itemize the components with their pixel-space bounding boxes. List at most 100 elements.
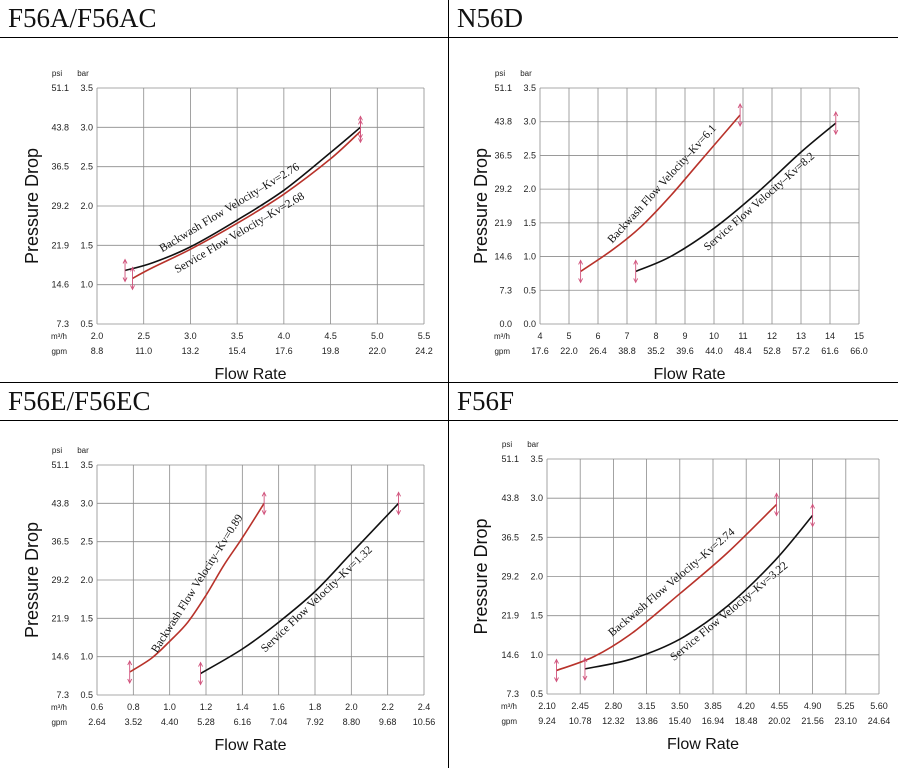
x-tick-label-gpm: 19.8 <box>322 346 340 356</box>
y-tick-label-bar: 0.5 <box>80 319 93 329</box>
x-tick-label-gpm: 8.80 <box>343 717 361 727</box>
endpoint-marker-arrow <box>737 102 743 109</box>
panel-title-bar: F56A/F56AC <box>0 0 448 38</box>
y-tick-label-psi: 7.3 <box>506 689 519 699</box>
endpoint-marker-arrow <box>810 522 816 528</box>
series-line <box>124 126 362 272</box>
x-unit-m3h: m³/h <box>51 332 67 341</box>
series-label: Backwash Flow Velocity–Kv=6.1 <box>606 122 719 245</box>
x-tick-label-gpm: 5.28 <box>197 717 215 727</box>
y-axis-title: Pressure Drop <box>471 148 491 264</box>
panel-title-bar: F56F <box>449 383 898 421</box>
x-tick-label-m3h: 6 <box>595 331 600 341</box>
y-tick-label-psi: 29.2 <box>51 575 69 585</box>
y-tick-label-psi: 43.8 <box>51 498 69 508</box>
y-tick-label-psi: 21.9 <box>494 218 512 228</box>
x-tick-label-m3h: 2.5 <box>137 331 150 341</box>
y-unit-psi: psi <box>502 440 512 449</box>
chart-f56f: 0.5 1.0 1.5 2.0 2.5 3.0 3.5 7.3 14.6 21.9 29.2 36.5… <box>471 440 891 753</box>
x-axis-title: Flow Rate <box>653 366 725 383</box>
x-tick-label-gpm: 26.4 <box>589 346 607 356</box>
x-tick-label-gpm: 24.64 <box>868 716 891 726</box>
y-unit-bar: bar <box>77 446 89 455</box>
x-tick-label-gpm: 24.2 <box>415 346 433 356</box>
x-tick-label-gpm: 21.56 <box>801 716 824 726</box>
x-tick-label-gpm: 23.10 <box>835 716 858 726</box>
series-label: Backwash Flow Velocity–Kv=0.89 <box>149 512 245 655</box>
y-tick-label-psi: 14.6 <box>51 280 69 290</box>
x-tick-label-m3h: 5.60 <box>870 701 888 711</box>
y-tick-label-bar: 1.0 <box>523 252 536 262</box>
series-label: Service Flow Velocity–Kv=1.32 <box>259 544 375 655</box>
endpoint-marker-arrow <box>358 119 363 125</box>
chart-panel-f56e: F56E/F56EC 0.5 1.0 1.5 2.0 2.5 3.0 3.5 7.3 14.6 2… <box>0 383 449 768</box>
chart-panel-f56f: F56F 0.5 1.0 1.5 2.0 2.5 3.0 3.5 7.3 14.6 21.9 29.… <box>449 383 898 768</box>
x-tick-label-m3h: 2.4 <box>418 702 431 712</box>
y-tick-label-bar: 3.0 <box>523 117 536 127</box>
series-line <box>580 114 741 273</box>
x-tick-label-gpm: 16.94 <box>702 716 725 726</box>
x-tick-label-gpm: 11.0 <box>135 346 152 356</box>
x-tick-label-gpm: 8.8 <box>91 346 104 356</box>
y-tick-label-psi: 29.2 <box>51 201 69 211</box>
y-tick-label-bar: 2.5 <box>523 150 536 160</box>
y-axis-title: Pressure Drop <box>22 522 42 638</box>
y-tick-label-bar: 2.5 <box>80 162 93 172</box>
endpoint-marker-arrow <box>130 285 135 291</box>
x-tick-label-gpm: 52.8 <box>763 346 781 356</box>
y-tick-label-bar: 2.0 <box>523 184 536 194</box>
endpoint-marker-arrow <box>554 658 559 664</box>
y-tick-label-bar: 3.5 <box>530 454 543 464</box>
y-tick-label-psi: 43.8 <box>51 122 69 132</box>
endpoint-marker-arrow <box>737 121 743 127</box>
x-tick-label-gpm: 20.02 <box>768 716 791 726</box>
x-tick-label-gpm: 12.32 <box>602 716 625 726</box>
x-tick-label-gpm: 18.48 <box>735 716 758 726</box>
y-tick-label-psi: 14.6 <box>51 652 69 662</box>
x-tick-label-m3h: 5.0 <box>371 331 384 341</box>
y-tick-label-bar: 3.5 <box>80 83 93 93</box>
y-tick-label-bar: 2.0 <box>530 572 543 582</box>
series-label: Service Flow Velocity–Kv=8.2 <box>702 150 817 253</box>
y-tick-label-psi: 29.2 <box>501 572 519 582</box>
series-line <box>132 130 362 280</box>
series-line <box>584 514 814 670</box>
x-tick-label-m3h: 2.80 <box>605 701 623 711</box>
x-tick-label-m3h: 2.10 <box>538 701 556 711</box>
panel-title-bar: F56E/F56EC <box>0 383 448 421</box>
y-tick-label-bar: 1.5 <box>80 240 93 250</box>
y-axis-title: Pressure Drop <box>471 518 491 634</box>
x-tick-label-gpm: 13.86 <box>635 716 658 726</box>
y-tick-label-bar: 1.5 <box>80 613 93 623</box>
x-tick-label-gpm: 35.2 <box>647 346 665 356</box>
x-tick-label-gpm: 66.0 <box>850 346 868 356</box>
x-tick-label-gpm: 7.04 <box>270 717 288 727</box>
y-tick-label-bar: 0.5 <box>523 285 536 295</box>
endpoint-marker-arrow <box>554 677 559 683</box>
x-tick-label-gpm: 13.2 <box>182 346 200 356</box>
x-axis-title: Flow Rate <box>214 737 286 754</box>
x-unit-m3h: m³/h <box>51 703 67 712</box>
x-tick-label-gpm: 48.4 <box>734 346 752 356</box>
endpoint-marker-arrow <box>578 259 584 265</box>
y-tick-label-psi: 36.5 <box>501 532 519 542</box>
endpoint-marker-arrow <box>582 675 588 681</box>
y-tick-label-psi: 7.3 <box>56 690 69 700</box>
y-tick-label-bar: 1.0 <box>80 652 93 662</box>
x-tick-label-m3h: 14 <box>825 331 835 341</box>
x-unit-gpm: gpm <box>494 347 510 356</box>
y-tick-label-bar: 3.0 <box>80 122 93 132</box>
x-unit-m3h: m³/h <box>494 332 510 341</box>
y-tick-label-psi: 51.1 <box>51 460 69 470</box>
endpoint-marker-arrow <box>582 656 588 663</box>
endpoint-marker-arrow <box>774 492 779 498</box>
endpoint-marker-arrow <box>261 491 267 497</box>
chart-n56d: 0.0 0.5 1.0 1.5 2.0 2.5 3.0 3.5 0.0 7.3 14.6 21.9 29… <box>471 69 868 383</box>
y-tick-label-bar: 0.5 <box>80 690 93 700</box>
x-axis-title: Flow Rate <box>667 736 739 753</box>
x-tick-label-gpm: 44.0 <box>705 346 723 356</box>
series-line <box>635 122 837 273</box>
y-axis-title: Pressure Drop <box>22 148 42 264</box>
y-unit-psi: psi <box>52 446 62 455</box>
x-tick-label-gpm: 15.40 <box>669 716 692 726</box>
